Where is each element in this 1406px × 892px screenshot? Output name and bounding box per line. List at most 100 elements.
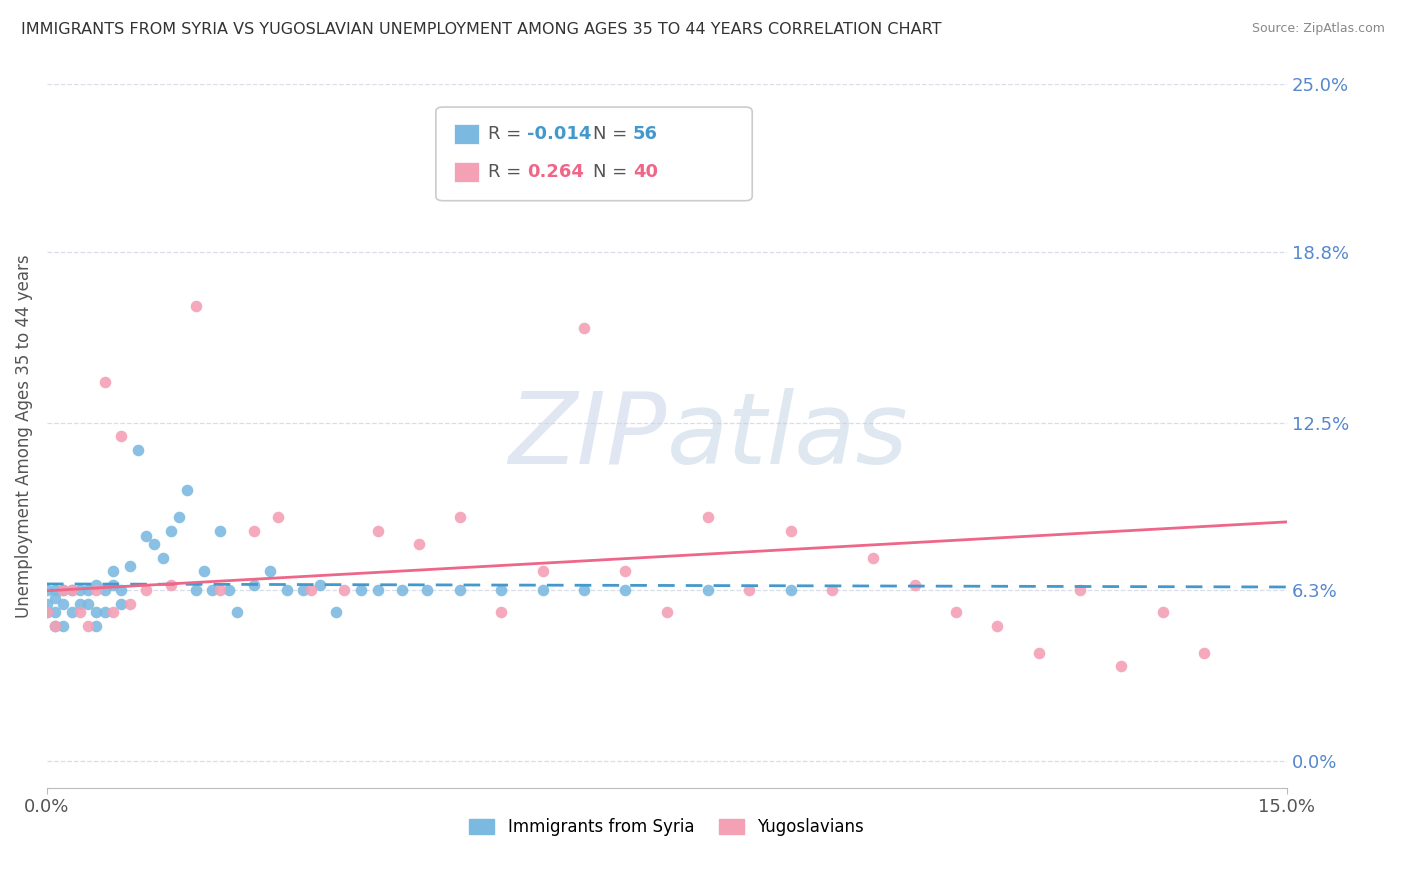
Point [69, 583, 91, 598]
Point [242, 578, 264, 592]
Point [1111, 659, 1133, 673]
Point [366, 583, 388, 598]
Point [160, 578, 183, 592]
Point [1152, 605, 1174, 619]
Point [614, 583, 637, 598]
Text: N =: N = [593, 163, 633, 181]
Point [267, 510, 290, 524]
Point [226, 605, 249, 619]
Point [44, 618, 66, 632]
Point [52, 618, 75, 632]
Point [531, 565, 554, 579]
Y-axis label: Unemployment Among Ages 35 to 44 years: Unemployment Among Ages 35 to 44 years [15, 254, 32, 618]
Point [60, 583, 83, 598]
Point [52, 583, 75, 598]
Point [259, 565, 281, 579]
Point [209, 524, 232, 538]
Point [697, 583, 720, 598]
Text: IMMIGRANTS FROM SYRIA VS YUGOSLAVIAN UNEMPLOYMENT AMONG AGES 35 TO 44 YEARS CORR: IMMIGRANTS FROM SYRIA VS YUGOSLAVIAN UNE… [21, 22, 942, 37]
Point [904, 578, 927, 592]
Text: Source: ZipAtlas.com: Source: ZipAtlas.com [1251, 22, 1385, 36]
Point [44, 605, 66, 619]
Point [779, 524, 801, 538]
Point [218, 583, 240, 598]
Point [44, 591, 66, 606]
Point [94, 375, 117, 389]
Point [821, 583, 844, 598]
Point [779, 583, 801, 598]
Point [1192, 646, 1215, 660]
Point [491, 583, 513, 598]
Point [60, 605, 83, 619]
Point [366, 524, 388, 538]
Point [77, 583, 100, 598]
Point [94, 605, 117, 619]
Text: 40: 40 [633, 163, 658, 181]
Point [101, 565, 124, 579]
Text: N =: N = [593, 125, 633, 143]
Point [110, 583, 132, 598]
Point [44, 583, 66, 598]
Point [201, 583, 224, 598]
Point [135, 529, 157, 543]
Point [738, 583, 761, 598]
Point [614, 565, 637, 579]
Point [69, 605, 91, 619]
Point [209, 583, 232, 598]
Text: ZIP: ZIP [509, 388, 666, 484]
Point [491, 605, 513, 619]
Point [101, 605, 124, 619]
Point [86, 583, 108, 598]
Point [416, 583, 439, 598]
Point [94, 583, 117, 598]
Point [391, 583, 413, 598]
Point [118, 559, 141, 574]
Legend: Immigrants from Syria, Yugoslavians: Immigrants from Syria, Yugoslavians [463, 812, 870, 843]
Point [350, 583, 373, 598]
Text: R =: R = [488, 163, 527, 181]
Point [69, 597, 91, 611]
Point [152, 550, 174, 565]
Point [60, 583, 83, 598]
Point [135, 583, 157, 598]
Point [110, 429, 132, 443]
Point [77, 618, 100, 632]
Point [77, 597, 100, 611]
Point [986, 618, 1008, 632]
Point [160, 524, 183, 538]
Point [408, 537, 430, 551]
Point [118, 597, 141, 611]
Point [193, 565, 215, 579]
Point [697, 510, 720, 524]
Point [127, 442, 149, 457]
Point [325, 605, 347, 619]
Point [35, 605, 58, 619]
Text: 0.264: 0.264 [527, 163, 583, 181]
Point [945, 605, 967, 619]
Point [86, 605, 108, 619]
Point [1069, 583, 1091, 598]
Point [862, 550, 884, 565]
Point [449, 510, 471, 524]
Point [572, 583, 595, 598]
Point [276, 583, 298, 598]
Point [299, 583, 322, 598]
Point [184, 299, 207, 313]
Point [52, 597, 75, 611]
Point [184, 583, 207, 598]
Point [292, 583, 315, 598]
Point [167, 510, 190, 524]
Point [35, 605, 58, 619]
Text: 56: 56 [633, 125, 658, 143]
Text: R =: R = [488, 125, 527, 143]
Point [86, 578, 108, 592]
Point [35, 583, 58, 598]
Point [35, 597, 58, 611]
Point [655, 605, 678, 619]
Point [333, 583, 356, 598]
Point [86, 618, 108, 632]
Point [52, 583, 75, 598]
Point [1028, 646, 1050, 660]
Text: -0.014: -0.014 [527, 125, 592, 143]
Point [44, 618, 66, 632]
